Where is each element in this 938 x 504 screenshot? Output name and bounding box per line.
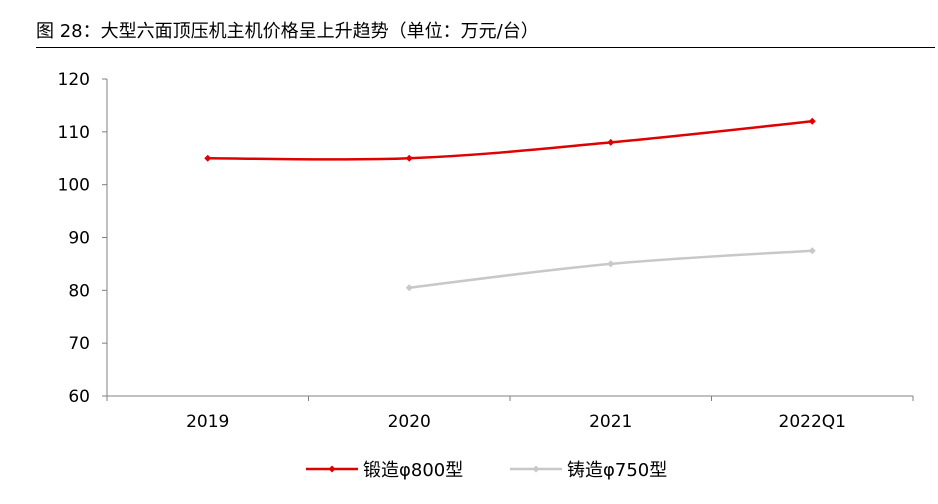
y-tick-label: 120 <box>58 70 90 90</box>
x-tick-label: 2022Q1 <box>779 412 846 432</box>
series-1 <box>204 117 816 162</box>
x-tick-label: 2021 <box>589 412 632 432</box>
figure-caption: 图 28：大型六面顶压机主机价格呈上升趋势（单位：万元/台） <box>36 21 539 42</box>
legend-label: 锻造φ800型 <box>363 460 463 481</box>
x-tick-label: 2020 <box>388 412 431 432</box>
series-2 <box>405 247 816 292</box>
data-point-marker <box>808 117 816 125</box>
y-tick-label: 100 <box>58 176 90 196</box>
chart-legend: 锻造φ800型 铸造φ750型 <box>306 460 667 481</box>
series-line <box>206 120 814 161</box>
legend-marker <box>328 465 336 473</box>
legend-item-2: 铸造φ750型 <box>510 460 667 481</box>
legend-label: 铸造φ750型 <box>567 460 667 481</box>
series-line <box>408 249 814 289</box>
x-tick-label: 2019 <box>186 412 229 432</box>
data-point-marker <box>204 154 212 162</box>
y-tick-label: 80 <box>68 281 90 301</box>
y-tick-label: 110 <box>58 123 90 143</box>
chart-series <box>204 117 816 292</box>
caption-divider <box>36 47 935 48</box>
data-point-marker <box>808 247 816 255</box>
y-tick-label: 60 <box>68 387 90 407</box>
y-tick-label: 70 <box>68 334 90 354</box>
data-point-marker <box>607 138 615 146</box>
chart-axes: 60 70 80 90 100 110 120 2019 2020 2021 2022Q1 <box>58 70 914 432</box>
data-point-marker <box>607 260 615 268</box>
legend-marker <box>532 465 540 473</box>
data-point-marker <box>405 284 413 292</box>
data-point-marker <box>405 154 413 162</box>
legend-item-1: 锻造φ800型 <box>306 460 463 481</box>
y-tick-label: 90 <box>68 229 90 249</box>
